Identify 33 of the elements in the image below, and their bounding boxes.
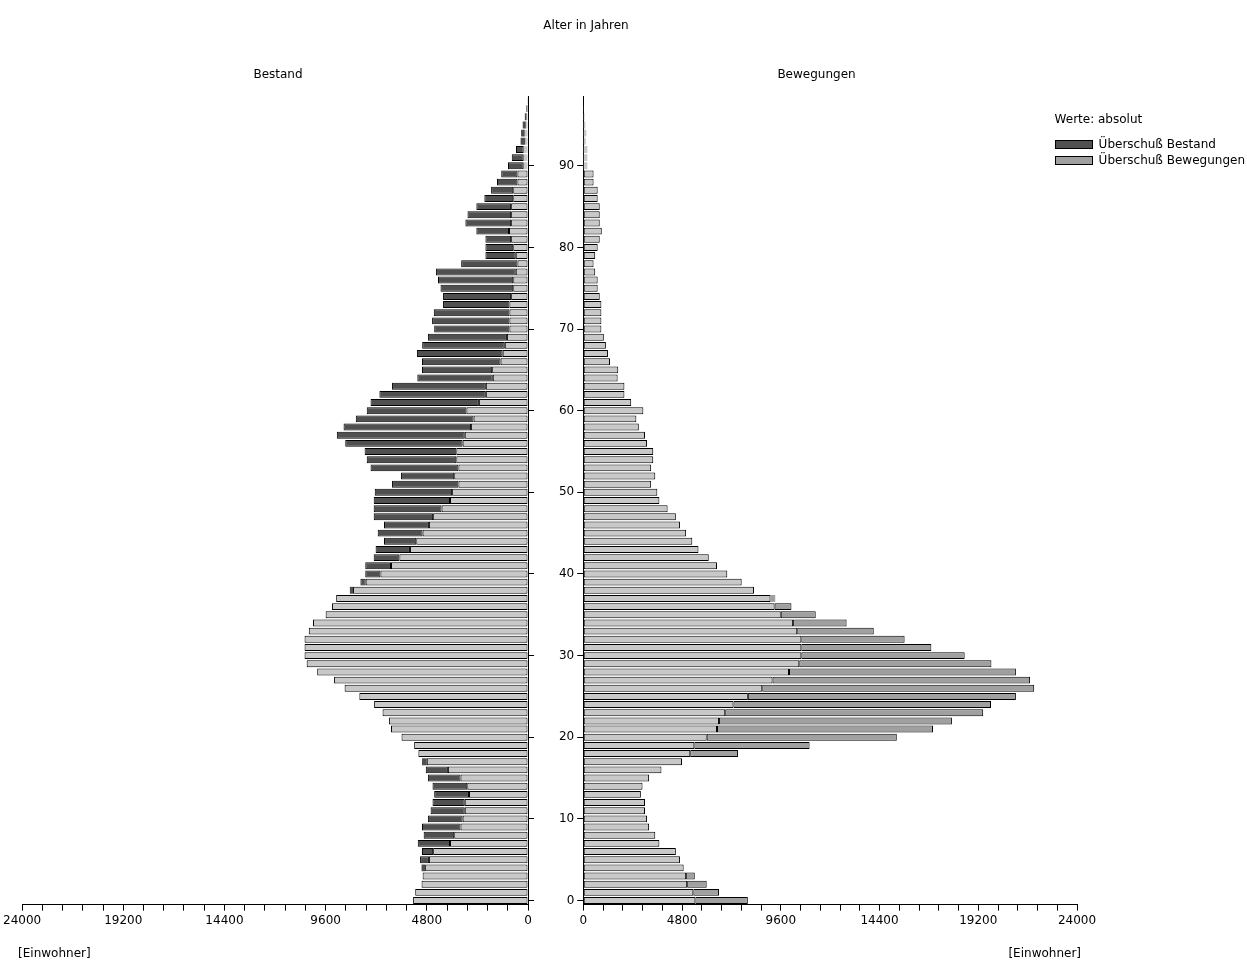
y-tick-label: 80 (558, 239, 575, 254)
legend-label: Überschuß Bestand (1098, 137, 1216, 151)
x-tick-label: 14400 (205, 912, 244, 927)
chart-title: Bewegungen (777, 67, 856, 82)
y-axis-title: Alter in Jahren (543, 18, 629, 32)
x-tick-label: 9600 (765, 912, 797, 927)
y-tick-label: 90 (558, 157, 575, 172)
x-tick-label: 24000 (1057, 912, 1097, 927)
bar (349, 586, 354, 594)
x-tick-label: 24000 (2, 912, 42, 927)
x-tick-label: 4800 (666, 912, 698, 927)
x-axis-title: [Einwohner] (1008, 946, 1081, 960)
y-tick-label: 40 (558, 566, 575, 581)
y-tick-label: 20 (558, 729, 575, 744)
y-tick-label: 30 (558, 647, 575, 662)
x-tick-label: 19200 (959, 912, 998, 927)
x-tick-label: 14400 (860, 912, 899, 927)
x-tick-label: 0 (524, 912, 532, 927)
chart-title: Bestand (253, 67, 303, 82)
bar (770, 594, 776, 602)
y-tick-label: 70 (558, 321, 575, 336)
y-tick-label: 10 (558, 811, 575, 826)
x-tick-label: 19200 (104, 912, 143, 927)
y-tick-label: 60 (558, 402, 575, 417)
y-tick-label: 50 (558, 484, 575, 499)
x-axis-title: [Einwohner] (18, 946, 91, 960)
y-tick-label: 0 (566, 892, 575, 907)
legend-label: Überschuß Bewegungen (1098, 153, 1245, 167)
legend-title: Werte: absolut (1054, 112, 1144, 126)
x-tick-label: 4800 (411, 912, 443, 927)
bar (421, 758, 427, 766)
x-tick-label: 9600 (310, 912, 341, 927)
x-tick-label: 0 (579, 912, 588, 927)
